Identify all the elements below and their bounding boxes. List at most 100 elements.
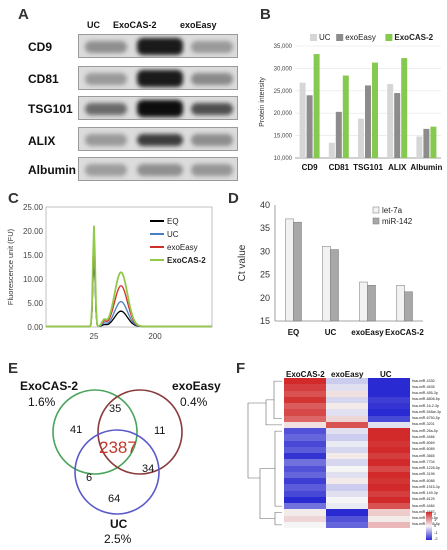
heatmap-cell: [326, 446, 368, 454]
bar: [404, 291, 413, 322]
heatmap-row-label: hsa-miR-6765-5p: [412, 522, 440, 527]
venn-region-exocas2-exoeasy: 35: [109, 403, 122, 415]
heatmap-color-scale: [426, 512, 432, 540]
y-axis-label: Ct value: [237, 244, 248, 281]
heatmap-cell: [368, 390, 410, 398]
y-tick-label: 5.00: [27, 299, 43, 308]
heatmap-cell: [284, 409, 326, 416]
legend-label: UC: [167, 230, 179, 239]
wb-row-albumin: Albumin: [28, 163, 76, 177]
heatmap-panel: ExoCAS-2 exoEasy UC hsa-miR-4330 hsa-miR-…: [230, 360, 447, 550]
venn-circle-uc: [74, 429, 160, 515]
heatmap-row-label: hsa-miR-3201: [412, 422, 435, 427]
y-tick-label: 35: [260, 223, 270, 233]
heatmap-cell: [326, 415, 368, 423]
heatmap-cell: [284, 509, 326, 516]
heatmap-row-label: hsa-miR-7704: [412, 459, 435, 464]
heatmap-cell: [284, 378, 326, 385]
heatmap-cell: [368, 428, 410, 435]
heatmap-cell: [284, 496, 326, 504]
bar: [335, 111, 342, 158]
heatmap-cell: [326, 503, 368, 510]
heatmap-row-label: hsa-miR-548ar-3p: [412, 409, 441, 414]
heatmap-cell: [284, 440, 326, 448]
legend-label: miR-142: [382, 217, 413, 226]
y-tick-label: 30,000: [274, 66, 293, 72]
heatmap-cell: [368, 496, 410, 504]
heatmap-cell: [326, 478, 368, 485]
bar: [328, 142, 335, 158]
heatmap-row-label: hsa-miR-26a-5p: [412, 428, 438, 433]
y-tick-label: 20: [260, 293, 270, 303]
heatmap-row-label: hsa-miR-3665: [412, 453, 435, 458]
heatmap-row-label: hsa-miR-4330: [412, 378, 435, 383]
legend-swatch: [336, 34, 344, 41]
heatmap-cell: [284, 478, 326, 485]
venn-region-exocas2-only: 41: [70, 424, 83, 436]
series-line: [46, 240, 212, 328]
heatmap-cell: [368, 440, 410, 448]
heatmap-cell: [326, 440, 368, 448]
venn-region-exoeasy-only: 11: [154, 425, 166, 437]
heatmap-cell: [284, 521, 326, 529]
dendrogram-branch: [273, 380, 282, 419]
heatmap-col-uc: UC: [380, 370, 392, 379]
heatmap-cell: [326, 384, 368, 391]
bar: [430, 126, 437, 158]
heatmap-cell: [326, 465, 368, 473]
panel-label-e: E: [8, 360, 19, 377]
heatmap-cell: [326, 421, 368, 429]
venn-panel: ExoCAS-2 1.6% exoEasy 0.4% UC 2.5% 41 35…: [0, 360, 230, 550]
panel-label-d: D: [228, 190, 239, 207]
bar: [299, 82, 306, 158]
heatmap-cell: [284, 421, 326, 429]
heatmap-cell: [284, 415, 326, 423]
y-tick-label: 25.00: [23, 203, 44, 212]
heatmap-row-label: hsa-miR-6088: [412, 478, 435, 483]
venn-pct-exoeasy: 0.4%: [180, 395, 208, 409]
heatmap-cell: [368, 465, 410, 473]
heatmap-cell: [284, 471, 326, 479]
heatmap-cell: [326, 496, 368, 504]
heatmap-cell: [368, 421, 410, 429]
heatmap-col-exoeasy: exoEasy: [331, 370, 364, 379]
y-tick-label: 35,000: [274, 44, 293, 50]
heatmap-row-label: hsa-miR-6089: [412, 447, 435, 452]
heatmap-cell: [368, 509, 410, 516]
x-tick-label: ALIX: [388, 163, 407, 172]
heatmap-row-label: hsa-miR-4466: [412, 434, 435, 439]
western-blot-panel: UC ExoCAS-2 exoEasy CD9 CD81 TSG101 ALIX…: [0, 0, 250, 181]
wb-column-exocas2: ExoCAS-2: [113, 20, 157, 30]
heatmap-cell: [326, 509, 368, 516]
heatmap-cell: [326, 390, 368, 398]
venn-region-center: 2387: [99, 438, 137, 457]
dendrogram-branch: [274, 430, 282, 507]
bar: [416, 136, 423, 158]
heatmap-cell: [284, 390, 326, 398]
heatmap-scale-label: 1: [434, 517, 437, 523]
y-tick-label: 25,000: [274, 89, 293, 95]
bar: [401, 58, 408, 158]
heatmap-row-label: hsa-miR-455-3p: [412, 391, 438, 396]
legend-label: exoEasy: [167, 243, 198, 252]
heatmap-cell: [326, 459, 368, 466]
bar: [365, 85, 371, 158]
heatmap-cell: [284, 396, 326, 404]
blot-tsg101: [78, 96, 238, 120]
blot-alix: [78, 127, 238, 151]
heatmap-cell: [368, 434, 410, 441]
heatmap-cell: [368, 396, 410, 404]
heatmap-row-label: hsa-miR-4487: [412, 509, 435, 514]
heatmap-cell: [368, 403, 410, 410]
legend-swatch: [372, 206, 380, 214]
wb-column-uc: UC: [87, 20, 100, 30]
heatmap-cell: [284, 453, 326, 460]
venn-region-uc-only: 64: [108, 493, 121, 505]
x-tick-label: EQ: [288, 328, 300, 337]
heatmap-cell: [326, 453, 368, 460]
plot-frame: [45, 206, 213, 328]
heatmap-cell: [326, 484, 368, 491]
heatmap-row-label: hsa-miR-4484: [412, 503, 435, 508]
heatmap-cell: [326, 396, 368, 404]
dendrogram-branch: [259, 468, 275, 519]
